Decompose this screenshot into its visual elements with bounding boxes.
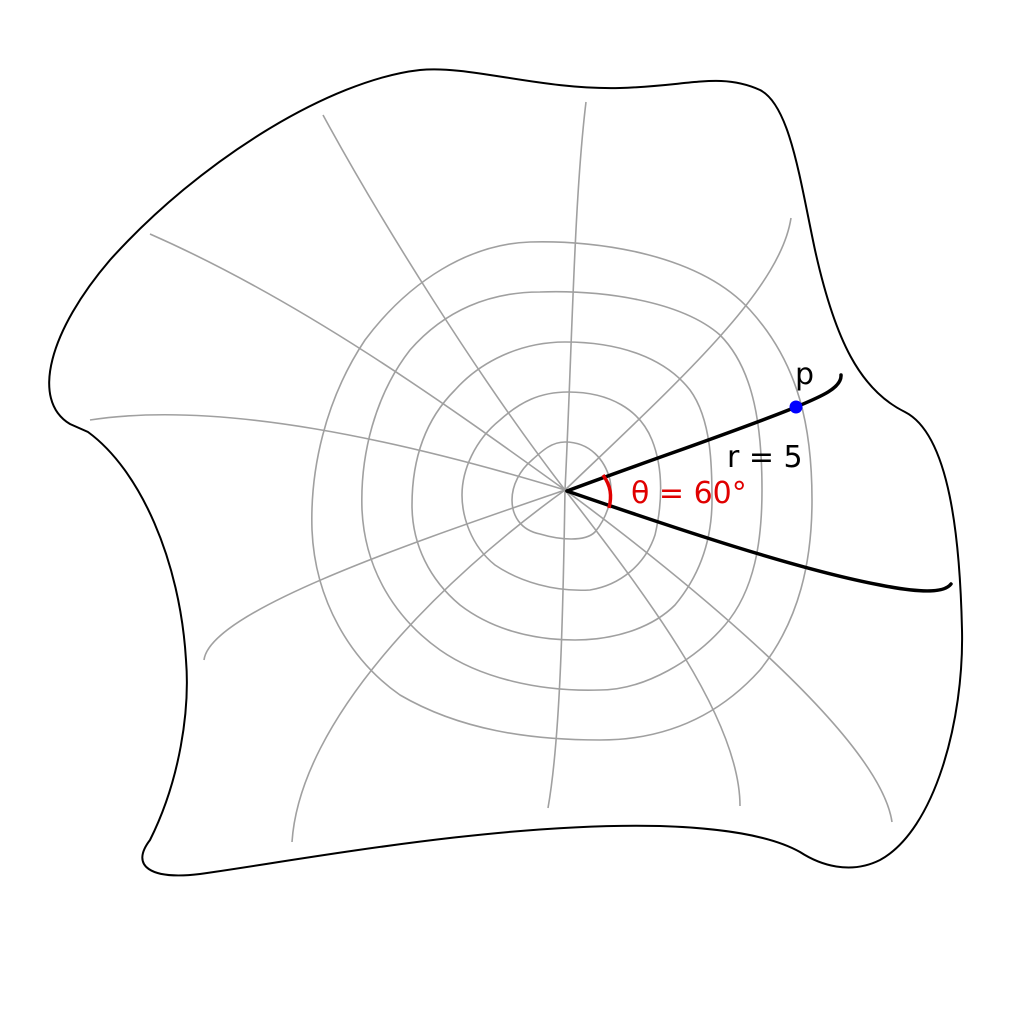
point-label: p: [795, 357, 814, 392]
grid-spoke: [89, 413, 566, 491]
grid-ring: [511, 441, 612, 540]
grid-ring: [411, 341, 713, 641]
grid-spoke: [291, 489, 566, 843]
radius-label: r = 5: [727, 440, 803, 475]
grid-spoke: [564, 101, 587, 491]
grid-rings: [311, 241, 813, 741]
ray-base: [565, 489, 953, 593]
grid-spoke: [564, 217, 792, 491]
region-outline: [48, 68, 964, 877]
grid-spoke: [547, 489, 566, 809]
angle-arc: [601, 473, 613, 509]
grid-spoke: [322, 114, 566, 491]
grid-spoke: [149, 233, 566, 491]
angle-label: θ = 60°: [631, 476, 747, 511]
grid-spoke: [564, 489, 893, 823]
ray-to-p: [565, 373, 843, 493]
point-p: [789, 400, 803, 414]
grid-spoke: [564, 489, 741, 807]
grid-ring: [311, 241, 813, 741]
grid-spokes: [89, 101, 893, 843]
grid-ring: [361, 290, 763, 691]
grid-spoke: [203, 489, 566, 661]
